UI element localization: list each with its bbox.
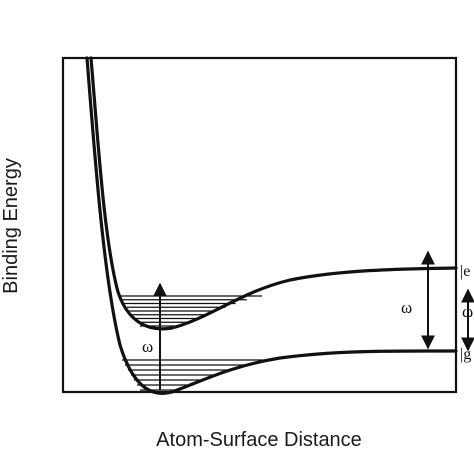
y-axis-label: Binding Energy	[0, 158, 22, 294]
ground-state-levels	[122, 359, 268, 391]
excited-state-levels	[119, 295, 262, 327]
excited-state-potential-curve	[89, 56, 458, 331]
plot-frame	[61, 56, 458, 394]
excited-state-label: |e	[460, 263, 470, 280]
far-right-omega-label: ω	[462, 302, 473, 321]
left-omega-label: ω	[142, 337, 153, 356]
right-omega-label: ω	[401, 298, 412, 317]
ground-state-potential-curve	[85, 56, 458, 395]
x-axis-label: Atom-Surface Distance	[156, 429, 362, 451]
ground-state-label: |g	[460, 346, 471, 363]
